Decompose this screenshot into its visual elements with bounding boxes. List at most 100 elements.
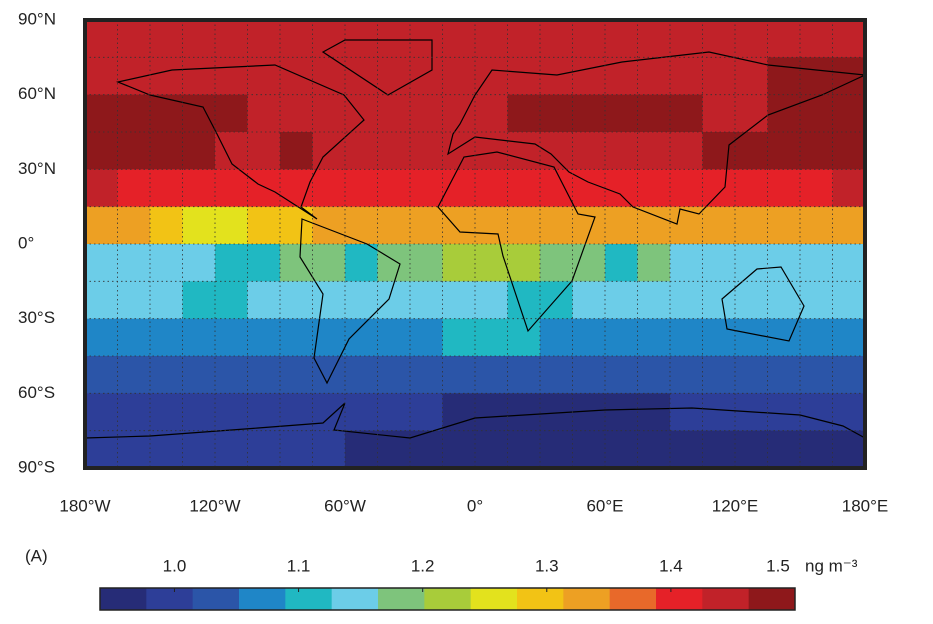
grid-cell xyxy=(800,356,833,394)
grid-cell xyxy=(312,169,346,208)
grid-cell xyxy=(735,20,768,58)
grid-cell xyxy=(670,244,703,282)
grid-cell xyxy=(637,281,671,320)
grid-cell xyxy=(507,244,541,282)
grid-cell xyxy=(150,169,183,208)
grid-cell xyxy=(702,244,736,282)
grid-cell xyxy=(85,356,118,394)
grid-cell xyxy=(637,206,671,245)
grid-cell xyxy=(832,356,866,394)
grid-cell xyxy=(670,206,703,245)
grid-cell xyxy=(475,169,508,208)
grid-cell xyxy=(832,132,866,170)
grid-cell xyxy=(637,393,671,432)
color-swatch xyxy=(702,588,750,610)
grid-cell xyxy=(410,318,443,357)
grid-cell xyxy=(150,206,183,245)
grid-cell xyxy=(767,132,801,170)
grid-cell xyxy=(442,393,476,432)
grid-cell xyxy=(572,57,606,96)
grid-cell xyxy=(767,393,801,432)
color-swatch xyxy=(748,588,796,610)
grid-cell xyxy=(670,318,703,357)
y-tick-label: 0° xyxy=(18,233,34,252)
grid-cell xyxy=(670,393,703,432)
grid-cell xyxy=(377,356,411,394)
grid-cell xyxy=(247,20,281,58)
grid-cell xyxy=(410,356,443,394)
grid-cell xyxy=(702,169,736,208)
grid-cell xyxy=(215,356,248,394)
grid-cell xyxy=(540,94,573,133)
grid-cell xyxy=(475,57,508,96)
coastline xyxy=(437,151,596,333)
grid-cell xyxy=(832,20,866,58)
colorbar: 1.0 1.1 1.2 1.3 1.4 1.5 xyxy=(99,556,796,611)
x-tick-label: 120°E xyxy=(712,496,759,515)
grid-cell xyxy=(540,244,573,282)
grid-cell xyxy=(312,244,346,282)
grid-cell xyxy=(507,393,541,432)
colorbar-tick-label: 1.5 xyxy=(766,556,790,575)
y-tick-label: 30°S xyxy=(18,308,55,327)
grid-cell xyxy=(572,169,606,208)
grid-cell xyxy=(410,393,443,432)
grid-cell xyxy=(800,20,833,58)
grid-cell xyxy=(280,20,313,58)
grid-cell xyxy=(247,94,281,133)
grid-cell xyxy=(345,281,378,320)
grid-cell xyxy=(800,57,833,96)
grid-cell xyxy=(280,57,313,96)
grid-cell xyxy=(117,94,151,133)
grid-cell xyxy=(735,132,768,170)
grid-cell xyxy=(442,356,476,394)
grid-cell xyxy=(702,393,736,432)
grid-cell xyxy=(572,94,606,133)
grid-cell xyxy=(735,169,768,208)
grid-cell xyxy=(637,57,671,96)
grid-cell xyxy=(735,430,768,469)
grid-cell xyxy=(377,94,411,133)
grid-cell xyxy=(702,281,736,320)
grid-cell xyxy=(280,132,313,170)
grid-cell xyxy=(247,57,281,96)
grid-cell xyxy=(670,94,703,133)
colorbar-unit: ng m⁻³ xyxy=(805,556,858,575)
color-swatch xyxy=(146,588,194,610)
grid-cell xyxy=(182,281,216,320)
grid-cell xyxy=(377,132,411,170)
grid-cell xyxy=(605,206,638,245)
grid-cell xyxy=(475,94,508,133)
grid-cell xyxy=(377,393,411,432)
grid-cell xyxy=(182,206,216,245)
grid-cell xyxy=(215,57,248,96)
grid-cell xyxy=(312,318,346,357)
grid-cell xyxy=(345,132,378,170)
grid-cell xyxy=(605,57,638,96)
colorbar-tick-label: 1.0 xyxy=(163,556,187,575)
grid-cell xyxy=(475,356,508,394)
grid-cell xyxy=(247,281,281,320)
map-frame xyxy=(83,18,867,470)
grid-cell xyxy=(215,318,248,357)
grid-cell xyxy=(702,356,736,394)
grid-cell xyxy=(735,281,768,320)
grid-cell xyxy=(605,132,638,170)
grid-cell xyxy=(377,57,411,96)
grid-cell xyxy=(735,318,768,357)
color-swatch xyxy=(470,588,518,610)
grid-cell xyxy=(85,281,118,320)
grid-cell xyxy=(572,244,606,282)
grid-cell xyxy=(670,20,703,58)
grid-cell xyxy=(475,132,508,170)
grid-cell xyxy=(507,356,541,394)
grid-cell xyxy=(182,132,216,170)
grid-cell xyxy=(442,281,476,320)
coastline xyxy=(721,266,805,342)
grid-cell xyxy=(702,57,736,96)
grid-cell xyxy=(767,356,801,394)
grid-cell xyxy=(507,20,541,58)
grid-cell xyxy=(832,94,866,133)
grid-cell xyxy=(702,206,736,245)
